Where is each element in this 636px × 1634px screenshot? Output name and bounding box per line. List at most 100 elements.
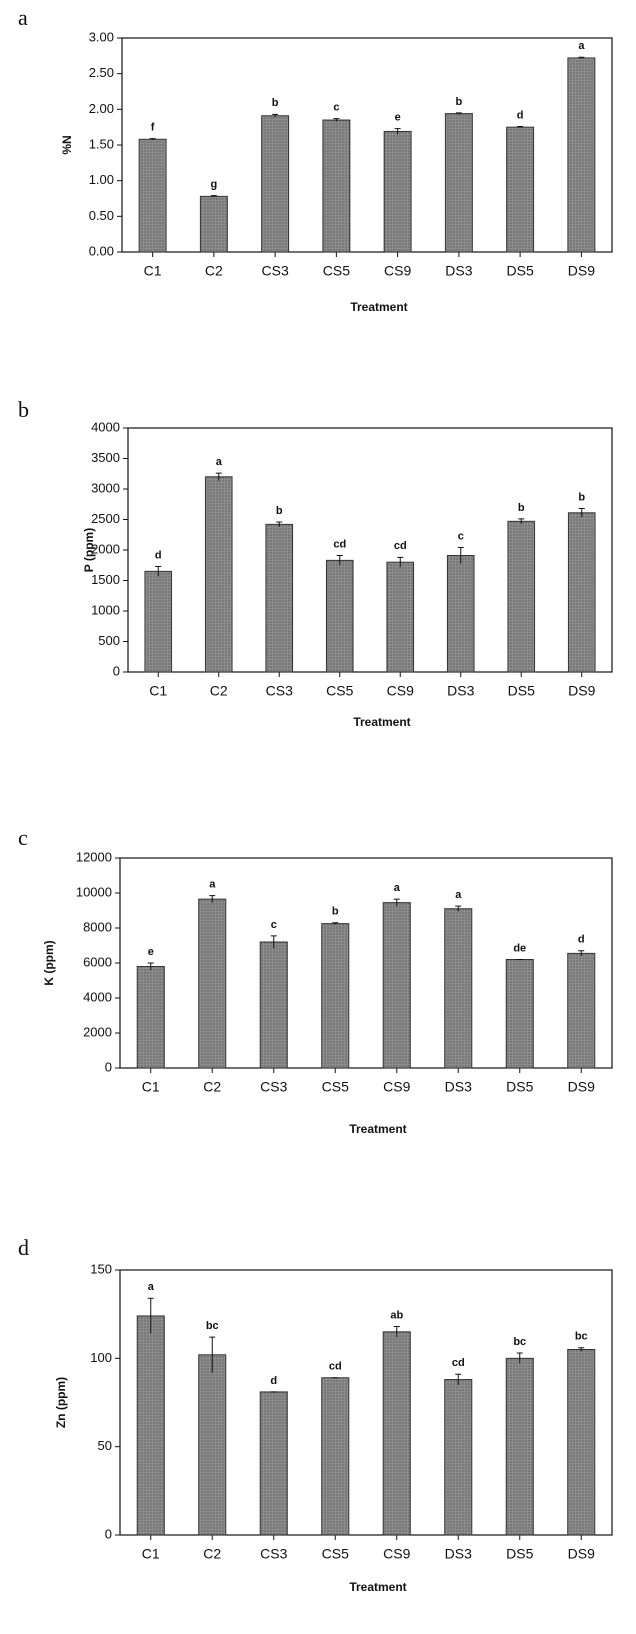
x-axis-label: Treatment <box>350 300 407 314</box>
x-tick-label: C2 <box>205 263 223 279</box>
y-axis-label: %N <box>60 135 74 154</box>
x-tick-label: CS3 <box>260 1546 287 1562</box>
bar-texture <box>262 116 289 252</box>
significance-letter: bc <box>206 1320 219 1332</box>
bar-texture <box>260 942 287 1068</box>
significance-letter: cd <box>394 540 407 552</box>
bar-texture <box>137 967 164 1069</box>
y-tick-label: 0 <box>105 1059 112 1074</box>
bar-texture <box>445 1380 472 1535</box>
significance-letter: a <box>216 456 223 468</box>
significance-letter: b <box>272 97 279 109</box>
y-tick-label: 4000 <box>91 419 120 434</box>
bar-texture <box>260 1392 287 1535</box>
y-tick-label: 12000 <box>76 849 112 864</box>
panel-label: c <box>18 825 28 850</box>
significance-letter: a <box>148 1281 155 1293</box>
bar-texture <box>447 555 474 672</box>
x-tick-label: CS9 <box>383 1546 410 1562</box>
bar-texture <box>323 120 350 252</box>
x-axis-label: Treatment <box>353 715 410 729</box>
significance-letter: bc <box>513 1336 526 1348</box>
y-tick-label: 0 <box>105 1526 112 1541</box>
x-tick-label: DS3 <box>447 683 474 699</box>
x-tick-label: DS5 <box>506 1546 533 1562</box>
y-tick-label: 150 <box>90 1261 112 1276</box>
y-tick-label: 10000 <box>76 884 112 899</box>
y-tick-label: 2.50 <box>89 65 114 80</box>
x-axis-label: Treatment <box>349 1122 406 1136</box>
significance-letter: d <box>578 934 585 946</box>
y-tick-label: 1500 <box>91 572 120 587</box>
bar-texture <box>199 1355 226 1535</box>
x-tick-label: DS5 <box>508 683 535 699</box>
x-tick-label: CS9 <box>383 1079 410 1095</box>
significance-letter: de <box>513 942 526 954</box>
y-tick-label: 2500 <box>91 511 120 526</box>
x-tick-label: CS5 <box>326 683 353 699</box>
bar-texture <box>200 196 227 252</box>
x-tick-label: C2 <box>210 683 228 699</box>
significance-letter: g <box>211 179 218 191</box>
significance-letter: a <box>209 879 216 891</box>
y-tick-label: 50 <box>98 1438 112 1453</box>
significance-letter: f <box>151 121 155 133</box>
x-tick-label: CS5 <box>323 263 350 279</box>
bar-texture <box>445 909 472 1068</box>
x-tick-label: C1 <box>149 683 167 699</box>
bar-texture <box>383 903 410 1068</box>
x-tick-label: DS3 <box>445 263 472 279</box>
x-tick-label: DS3 <box>445 1079 472 1095</box>
y-tick-label: 0 <box>113 663 120 678</box>
y-tick-label: 0.00 <box>89 243 114 258</box>
significance-letter: c <box>333 102 339 114</box>
bar-texture <box>506 1358 533 1535</box>
x-tick-label: DS9 <box>568 1079 595 1095</box>
bar-texture <box>508 521 535 672</box>
bar-texture <box>507 127 534 252</box>
y-tick-label: 6000 <box>83 954 112 969</box>
bar-texture <box>445 114 472 252</box>
x-tick-label: C1 <box>144 263 162 279</box>
bar-texture <box>322 1378 349 1535</box>
x-tick-label: CS3 <box>262 263 289 279</box>
x-tick-label: CS9 <box>387 683 414 699</box>
x-tick-label: CS5 <box>322 1079 349 1095</box>
significance-letter: b <box>276 505 283 517</box>
bar-texture <box>387 562 414 672</box>
x-tick-label: C2 <box>203 1546 221 1562</box>
y-tick-label: 3.00 <box>89 29 114 44</box>
significance-letter: bc <box>575 1331 588 1343</box>
plot-frame <box>128 428 612 672</box>
x-tick-label: DS9 <box>568 1546 595 1562</box>
panel-label: d <box>18 1235 29 1260</box>
x-tick-label: CS3 <box>260 1079 287 1095</box>
x-tick-label: DS9 <box>568 683 595 699</box>
x-tick-label: DS3 <box>445 1546 472 1562</box>
y-tick-label: 4000 <box>83 989 112 1004</box>
significance-letter: b <box>578 491 585 503</box>
significance-letter: e <box>395 111 401 123</box>
significance-letter: a <box>394 882 401 894</box>
plot-frame <box>120 858 612 1068</box>
y-tick-label: 1000 <box>91 602 120 617</box>
y-tick-label: 500 <box>98 633 120 648</box>
x-tick-label: CS3 <box>266 683 293 699</box>
bar-texture <box>568 58 595 252</box>
bar-texture <box>568 1350 595 1536</box>
bar-texture <box>199 899 226 1068</box>
bar-texture <box>266 524 293 672</box>
significance-letter: a <box>578 40 585 52</box>
panel-label: b <box>18 397 29 422</box>
bar-texture <box>322 924 349 1068</box>
significance-letter: cd <box>333 538 346 550</box>
x-tick-label: C1 <box>142 1546 160 1562</box>
bar-texture <box>145 571 172 672</box>
x-tick-label: DS5 <box>506 1079 533 1095</box>
y-axis-label: K (ppm) <box>42 940 56 985</box>
x-axis-label: Treatment <box>349 1580 406 1594</box>
significance-letter: d <box>270 1375 277 1387</box>
y-axis-label: Zn (ppm) <box>54 1377 68 1428</box>
y-tick-label: 100 <box>90 1350 112 1365</box>
significance-letter: a <box>455 889 462 901</box>
